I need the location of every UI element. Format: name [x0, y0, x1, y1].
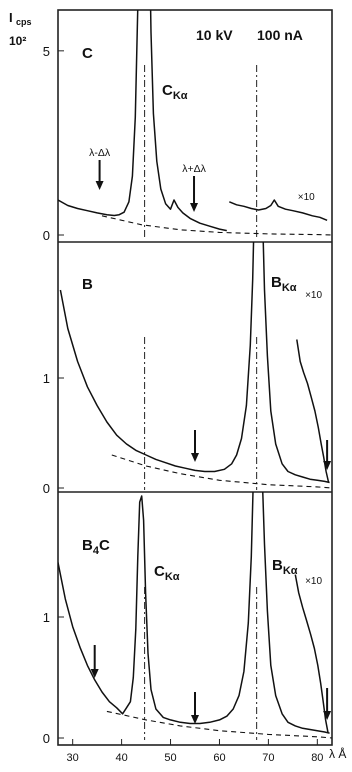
spectrum-line	[262, 242, 330, 484]
scale-note: ×10	[298, 192, 315, 203]
y-axis-label: I	[9, 10, 13, 25]
panel-plot-area	[58, 492, 332, 740]
panel-label: C	[82, 45, 93, 62]
panel-plot-area	[58, 10, 332, 237]
y-tick-label: 0	[43, 731, 50, 746]
y-tick-label: 5	[43, 44, 50, 59]
arrow-head	[191, 715, 199, 724]
spectrum-line	[58, 492, 254, 725]
arrow-label: λ-Δλ	[89, 147, 111, 159]
y-axis-label-subscript: cps	[16, 17, 32, 27]
y-tick-label: 0	[43, 481, 50, 496]
arrow-head	[95, 181, 104, 190]
arrow-head	[90, 669, 99, 678]
panel-label: B	[82, 276, 93, 293]
current-label: 100 nA	[257, 27, 303, 43]
peak-label-subscript: Kα	[283, 565, 298, 577]
plot-frame	[57, 9, 333, 746]
spectrum-line	[262, 492, 330, 734]
x-tick-label: 60	[213, 752, 225, 764]
peak-label: CKα	[162, 82, 188, 102]
peak-label-subscript: Kα	[282, 282, 297, 294]
background-line	[106, 710, 332, 739]
spectrum-line	[229, 199, 328, 221]
voltage-label: 10 kV	[196, 27, 233, 43]
x-tick-label: 40	[115, 752, 127, 764]
panel-plot-area	[59, 242, 332, 490]
arrow-head	[190, 203, 199, 212]
arrow-label: λ+Δλ	[182, 163, 206, 175]
spectrum-line	[294, 574, 329, 734]
arrow-head	[323, 461, 332, 470]
spectrum-line	[149, 10, 227, 232]
peak-label-subscript: Kα	[165, 571, 180, 583]
peak-label: CKα	[154, 563, 180, 583]
y-tick-label: 1	[43, 610, 50, 625]
panel-frames	[57, 9, 333, 746]
x-tick-label: 70	[262, 752, 274, 764]
peak-label-subscript: Kα	[173, 90, 188, 102]
scale-note: ×10	[305, 290, 322, 301]
panel-label-subscript: 4	[93, 545, 100, 557]
peak-label: BKα	[271, 274, 297, 294]
background-line	[101, 215, 332, 236]
x-tick-label: 80	[311, 752, 323, 764]
arrow-head	[323, 711, 332, 720]
x-tick-label: 50	[164, 752, 176, 764]
background-line	[111, 454, 332, 489]
panel-label-tail: C	[99, 537, 110, 554]
x-tick-label: 30	[67, 752, 79, 764]
y-axis-multiplier: 10²	[9, 34, 26, 48]
arrow-head	[191, 453, 199, 462]
scale-note: ×10	[305, 576, 322, 587]
y-tick-label: 0	[43, 228, 50, 243]
y-tick-label: 1	[43, 371, 50, 386]
panel-label: B4C	[82, 537, 110, 557]
x-axis-unit-label: λ Å	[329, 746, 346, 761]
spectrum-line	[58, 10, 139, 217]
spectrum-line	[59, 242, 255, 473]
peak-label: BKα	[272, 557, 298, 577]
